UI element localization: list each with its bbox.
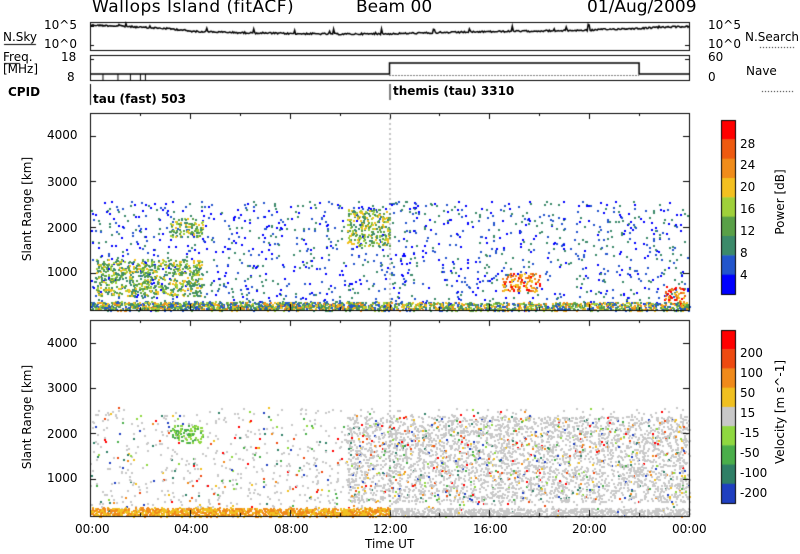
vel-cbar-tick-200: 200 (740, 346, 763, 360)
vel-cbar-tick-neg200: -200 (740, 486, 768, 500)
power-ytick-3000: 3000 (47, 175, 78, 189)
freq-label: Freq. (3, 50, 33, 64)
noise-tick-left-bottom: 10^0 (44, 37, 77, 51)
power-cbar-tick-28: 28 (740, 137, 756, 151)
xlabel: Time UT (365, 537, 415, 551)
nave-label: Nave (746, 64, 777, 78)
power-cbar-tick-16: 16 (740, 202, 756, 216)
station-title: Wallops Island (fitACF) (92, 0, 295, 17)
power-colorbar-label: Power [dB] (773, 169, 787, 235)
xtick-5: 20:00 (572, 522, 607, 536)
xtick-4: 16:00 (473, 522, 508, 536)
velocity-ytick-2000: 2000 (47, 427, 78, 441)
velocity-ytick-1000: 1000 (47, 471, 78, 485)
cpid-segment-2: themis (tau) 3310 (393, 84, 515, 98)
nsearch-label: N.Search (745, 30, 800, 44)
freq-tick-bottom: 8 (67, 70, 75, 84)
power-cbar-tick-8: 8 (740, 246, 748, 260)
beam-title: Beam 00 (356, 0, 433, 17)
vel-cbar-tick-neg50: -50 (740, 446, 760, 460)
freq-tick-top: 18 (61, 50, 77, 64)
vel-cbar-tick-15: 15 (740, 406, 756, 420)
velocity-ylabel: Slant Range [km] (20, 364, 34, 470)
power-cbar-tick-12: 12 (740, 224, 756, 238)
power-ytick-4000: 4000 (47, 128, 78, 142)
power-cbar-tick-24: 24 (740, 158, 756, 172)
power-ytick-1000: 1000 (47, 265, 78, 279)
nave-tick-bottom: 0 (708, 70, 716, 84)
power-cbar-tick-4: 4 (740, 268, 748, 282)
vel-cbar-tick-50: 50 (740, 386, 756, 400)
nsky-label: N.Sky (3, 30, 38, 44)
xtick-0: 00:00 (75, 522, 110, 536)
vel-cbar-tick-neg100: -100 (740, 466, 768, 480)
power-ytick-2000: 2000 (47, 221, 78, 235)
vel-cbar-tick-neg15: -15 (740, 426, 760, 440)
noise-tick-right-bottom: 10^0 (708, 37, 741, 51)
xtick-2: 08:00 (274, 522, 309, 536)
cpid-label: CPID (8, 85, 41, 99)
xtick-3: 12:00 (373, 522, 408, 536)
velocity-ytick-4000: 4000 (47, 336, 78, 350)
power-ylabel: Slant Range [km] (20, 156, 34, 262)
freq-unit-label: [MHz] (3, 62, 39, 76)
date-title: 01/Aug/2009 (587, 0, 697, 17)
noise-tick-right-top: 10^5 (708, 18, 741, 32)
cpid-segment-1: tau (fast) 503 (93, 92, 186, 106)
power-cbar-tick-20: 20 (740, 180, 756, 194)
velocity-colorbar-label: Velocity [m s^-1] (773, 359, 787, 465)
xtick-1: 04:00 (174, 522, 209, 536)
xtick-6: 00:00 (672, 522, 707, 536)
velocity-ytick-3000: 3000 (47, 381, 78, 395)
noise-tick-left-top: 10^5 (44, 18, 77, 32)
vel-cbar-tick-100: 100 (740, 366, 763, 380)
nave-tick-top: 60 (708, 50, 724, 64)
